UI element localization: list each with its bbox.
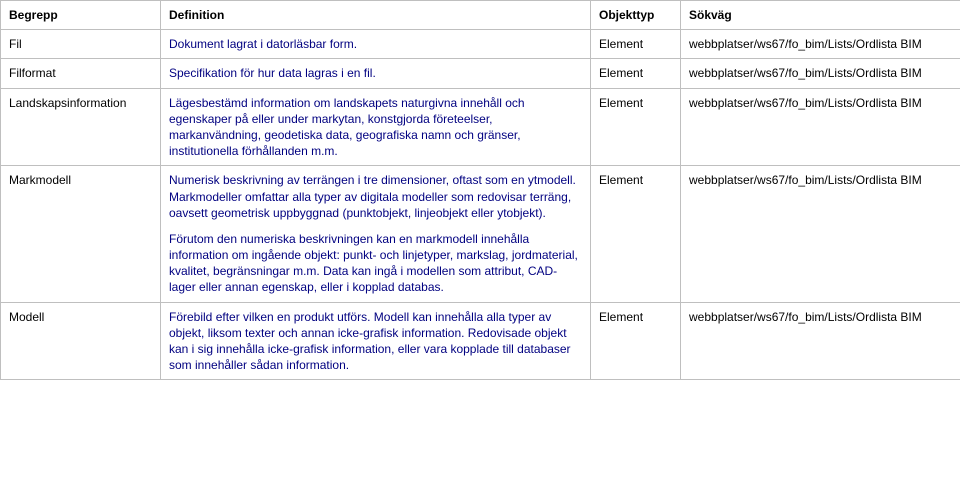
table-row: Markmodell Numerisk beskrivning av terrä…: [1, 166, 960, 302]
term-cell: Markmodell: [1, 166, 161, 302]
definition-cell: Förebild efter vilken en produkt utförs.…: [161, 302, 591, 380]
definition-paragraph: Förutom den numeriska beskrivningen kan …: [169, 231, 582, 296]
path-cell: webbplatser/ws67/fo_bim/Lists/Ordlista B…: [681, 59, 960, 88]
objtype-cell: Element: [591, 30, 681, 59]
header-begrepp: Begrepp: [1, 1, 161, 30]
header-definition: Definition: [161, 1, 591, 30]
definition-cell: Dokument lagrat i datorläsbar form.: [161, 30, 591, 59]
path-cell: webbplatser/ws67/fo_bim/Lists/Ordlista B…: [681, 30, 960, 59]
objtype-cell: Element: [591, 302, 681, 380]
term-cell: Modell: [1, 302, 161, 380]
path-cell: webbplatser/ws67/fo_bim/Lists/Ordlista B…: [681, 88, 960, 166]
header-objekttyp: Objekttyp: [591, 1, 681, 30]
definition-cell: Numerisk beskrivning av terrängen i tre …: [161, 166, 591, 302]
objtype-cell: Element: [591, 166, 681, 302]
term-cell: Fil: [1, 30, 161, 59]
table-row: Modell Förebild efter vilken en produkt …: [1, 302, 960, 380]
definition-cell: Specifikation för hur data lagras i en f…: [161, 59, 591, 88]
objtype-cell: Element: [591, 59, 681, 88]
table-row: Filformat Specifikation för hur data lag…: [1, 59, 960, 88]
header-sokvag: Sökväg: [681, 1, 960, 30]
path-cell: webbplatser/ws67/fo_bim/Lists/Ordlista B…: [681, 302, 960, 380]
definition-cell: Lägesbestämd information om landskapets …: [161, 88, 591, 166]
definition-paragraph: Numerisk beskrivning av terrängen i tre …: [169, 172, 582, 221]
table-header-row: Begrepp Definition Objekttyp Sökväg: [1, 1, 960, 30]
table-row: Fil Dokument lagrat i datorläsbar form. …: [1, 30, 960, 59]
path-cell: webbplatser/ws67/fo_bim/Lists/Ordlista B…: [681, 166, 960, 302]
table-row: Landskapsinformation Lägesbestämd inform…: [1, 88, 960, 166]
term-cell: Landskapsinformation: [1, 88, 161, 166]
objtype-cell: Element: [591, 88, 681, 166]
term-cell: Filformat: [1, 59, 161, 88]
glossary-table: Begrepp Definition Objekttyp Sökväg Fil …: [0, 0, 960, 380]
